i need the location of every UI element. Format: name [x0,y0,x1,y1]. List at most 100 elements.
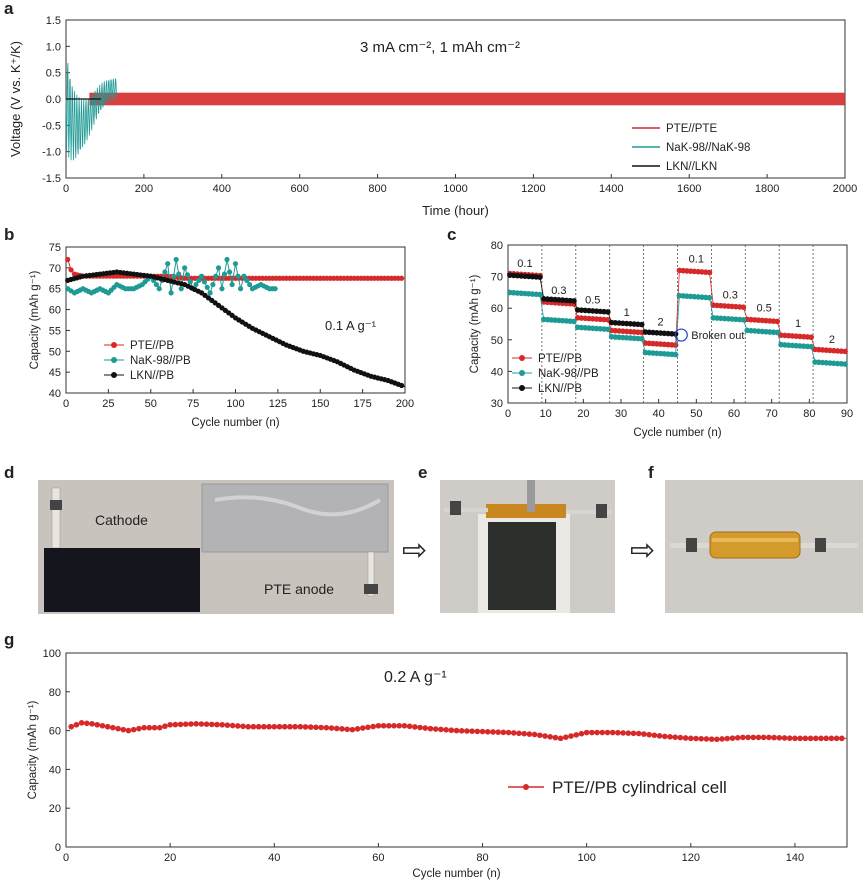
g-data-point [297,723,304,730]
b-data-point [241,273,247,279]
b-data-point [199,273,205,279]
left-tab [444,508,488,512]
g-data-point [146,724,153,731]
c-ytick-label: 70 [491,272,503,284]
g-data-point [838,735,845,742]
panel-label-c: c [447,225,456,244]
g-data-point [214,721,220,728]
g-data-point [552,734,559,741]
g-data-point [510,730,517,736]
electrode-stack [488,522,556,610]
g-data-point [151,724,158,731]
g-data-point [130,726,137,733]
g-data-point [313,724,319,731]
g-data-point [344,726,350,733]
b-data-point [173,256,179,263]
g-data-point [229,722,236,729]
g-xtick-label: 140 [786,852,804,864]
g-data-point [693,735,699,742]
g-data-point [94,721,101,728]
cylindrical-cell [709,531,801,559]
g-data-point [589,729,595,736]
g-data-point [427,725,434,732]
b-data-point [219,286,225,292]
a-xtick-label: 1600 [677,183,701,195]
g-data-point [797,735,803,742]
b-data-point [171,273,177,279]
b-data-point [193,281,199,288]
b-xtick-label: 150 [311,398,329,410]
kapton-tape [486,504,566,518]
cathode-sheet [44,548,200,612]
g-data-point [89,721,95,727]
anode-label: PTE anode [264,581,334,597]
g-data-point [73,721,80,728]
g-data-point [240,723,246,730]
g-data-point [84,720,90,727]
c-xtick-label: 0 [505,408,511,420]
g-data-point [823,735,829,742]
chart-g-cylindrical-cell: 0 20 40 60 80 100 120 140 0 20 40 60 80 100 Cycle numb… [27,648,848,880]
a-xtick-label: 200 [135,183,153,195]
b-data-point [178,286,184,292]
a-series-pte-pte-band [89,92,846,106]
g-data-point [141,724,147,731]
g-data-point [818,735,824,742]
c-broken-out-label: Broken out [691,330,744,342]
a-xtick-label: 1200 [521,183,545,195]
c-ytick-label: 60 [491,303,503,315]
b-data-point [272,286,278,292]
g-data-point [396,722,403,729]
g-data-point [708,736,715,742]
g-data-point [443,727,449,733]
b-data-point [224,256,230,263]
a-ytick-label: -0.5 [42,120,61,132]
c-xtick-label: 30 [615,408,627,420]
cathode-tab [51,487,61,549]
b-data-point [153,281,159,288]
g-data-point [828,735,835,742]
g-data-point [526,731,533,737]
b-data-point [187,279,193,285]
a-ytick-label: 1.5 [46,15,61,27]
c-legend-marker [519,355,525,361]
g-data-point [78,720,85,726]
b-ytick-label: 40 [49,388,61,400]
g-y-axis-label: Capacity (mAh g⁻¹) [27,700,39,799]
b-data-point [201,279,208,285]
a-ytick-label: -1.0 [42,147,61,159]
panel-label-g: g [4,630,14,649]
a-xtick-label: 2000 [833,183,857,195]
c-rate-label: 0.5 [756,302,771,314]
anode-tab-seal [364,584,378,594]
a-xtick-label: 600 [291,183,309,195]
g-data-point [630,730,637,737]
pte-anode-foil [201,483,389,553]
c-data-point [842,348,848,355]
a-legend-entry: PTE//PTE [666,123,717,135]
g-plot-frame [65,652,848,848]
b-data-point [176,271,182,277]
g-data-point [422,725,429,731]
b-annotation: 0.1 A g⁻¹ [325,318,377,333]
c-rate-label: 1 [795,318,801,330]
b-xtick-label: 25 [102,398,114,410]
g-data-point [677,734,684,741]
g-data-point [453,727,460,734]
c-rate-label: 0.5 [585,294,600,306]
b-data-point [68,267,74,273]
g-data-point [464,728,470,734]
panel-label-d: d [4,463,14,482]
c-rate-label: 2 [829,334,835,346]
g-data-point [110,724,116,731]
g-data-point [812,735,819,742]
b-data-point [168,290,174,296]
g-data-point [469,728,475,734]
a-xtick-label: 1800 [755,183,779,195]
g-data-point [557,735,564,742]
g-data-point [365,724,371,731]
g-data-point [401,722,408,729]
a-ytick-label: 0.5 [46,68,61,80]
c-rate-label: 0.3 [723,290,738,302]
g-xtick-label: 40 [268,852,280,864]
